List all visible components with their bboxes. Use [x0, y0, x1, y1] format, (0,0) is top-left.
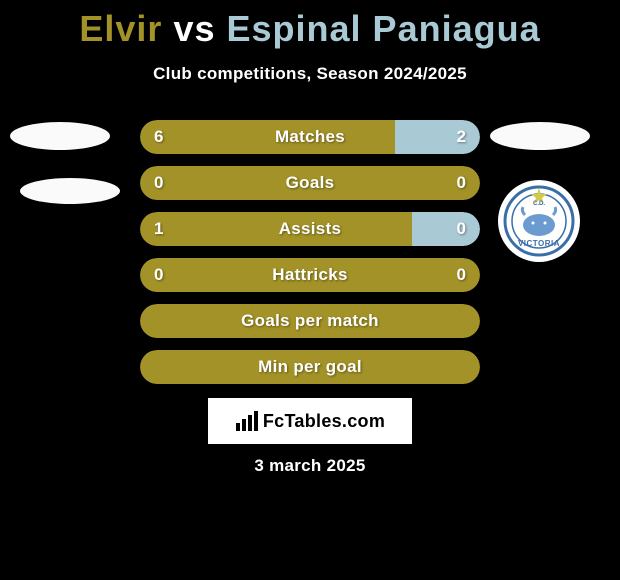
stat-value-left: 0 [154, 258, 163, 292]
stat-row: Matches6 2 [140, 120, 480, 154]
team-badge-placeholder-right-1 [490, 122, 590, 150]
team-badge-placeholder-left-2 [20, 178, 120, 204]
vs-separator: vs [173, 8, 215, 49]
brand-badge: FcTables.com [208, 398, 412, 444]
stat-value-right: 0 [457, 166, 466, 200]
team-badge-placeholder-left-1 [10, 122, 110, 150]
logo-text-top: C.D. [533, 201, 545, 207]
comparison-infographic: Elvir vs Espinal Paniagua Club competiti… [0, 0, 620, 580]
subtitle: Club competitions, Season 2024/2025 [0, 64, 620, 84]
stat-label: Goals per match [140, 304, 480, 338]
stat-row: Goals0 0 [140, 166, 480, 200]
stat-label: Assists [140, 212, 480, 246]
footer-date: 3 march 2025 [0, 456, 620, 476]
stat-label: Min per goal [140, 350, 480, 384]
stat-label: Hattricks [140, 258, 480, 292]
stat-label: Matches [140, 120, 480, 154]
page-title: Elvir vs Espinal Paniagua [0, 0, 620, 50]
stats-comparison-bars: Matches62Goals00Assists10Hattricks00Goal… [140, 120, 480, 396]
stat-value-right: 0 [457, 258, 466, 292]
stat-value-right: 2 [457, 120, 466, 154]
stat-value-left: 1 [154, 212, 163, 246]
stat-row: Hattricks0 0 [140, 258, 480, 292]
stat-value-left: 6 [154, 120, 163, 154]
logo-text-main: VICTORIA [518, 239, 560, 248]
stat-row: Min per goal [140, 350, 480, 384]
club-logo-victoria: C.D. VICTORIA [498, 180, 580, 262]
stat-value-right: 0 [457, 212, 466, 246]
stat-row: Goals per match [140, 304, 480, 338]
stat-row: Assists1 0 [140, 212, 480, 246]
player-left-name: Elvir [79, 8, 162, 49]
player-right-name: Espinal Paniagua [227, 8, 541, 49]
bar-chart-icon [235, 411, 259, 431]
brand-text: FcTables.com [263, 411, 385, 432]
stat-value-left: 0 [154, 166, 163, 200]
victoria-crest-icon: C.D. VICTORIA [503, 185, 575, 257]
stat-label: Goals [140, 166, 480, 200]
